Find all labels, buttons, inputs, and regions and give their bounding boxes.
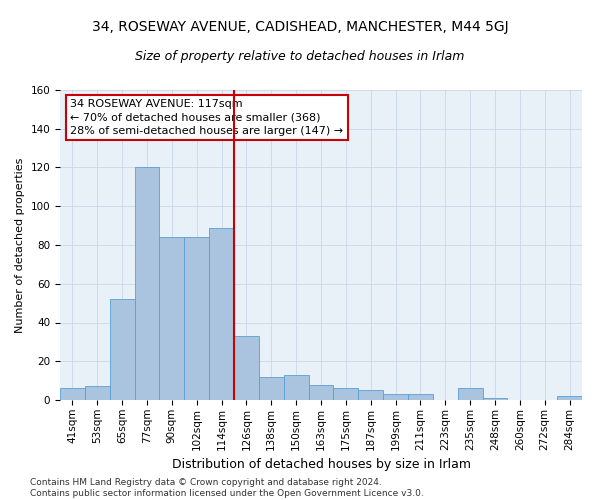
Bar: [259, 377, 284, 400]
Bar: [358, 390, 383, 400]
Bar: [557, 396, 582, 400]
Bar: [334, 388, 358, 400]
Bar: [209, 228, 234, 400]
Bar: [482, 398, 508, 400]
Bar: [60, 388, 85, 400]
Bar: [234, 336, 259, 400]
Text: Size of property relative to detached houses in Irlam: Size of property relative to detached ho…: [136, 50, 464, 63]
Y-axis label: Number of detached properties: Number of detached properties: [15, 158, 25, 332]
Bar: [160, 238, 184, 400]
Bar: [383, 394, 408, 400]
Text: Contains HM Land Registry data © Crown copyright and database right 2024.
Contai: Contains HM Land Registry data © Crown c…: [30, 478, 424, 498]
Text: 34, ROSEWAY AVENUE, CADISHEAD, MANCHESTER, M44 5GJ: 34, ROSEWAY AVENUE, CADISHEAD, MANCHESTE…: [92, 20, 508, 34]
Text: 34 ROSEWAY AVENUE: 117sqm
← 70% of detached houses are smaller (368)
28% of semi: 34 ROSEWAY AVENUE: 117sqm ← 70% of detac…: [70, 100, 344, 136]
Bar: [458, 388, 482, 400]
Bar: [85, 386, 110, 400]
Bar: [134, 168, 160, 400]
X-axis label: Distribution of detached houses by size in Irlam: Distribution of detached houses by size …: [172, 458, 470, 471]
Bar: [110, 299, 134, 400]
Bar: [284, 375, 308, 400]
Bar: [308, 384, 334, 400]
Bar: [408, 394, 433, 400]
Bar: [184, 238, 209, 400]
